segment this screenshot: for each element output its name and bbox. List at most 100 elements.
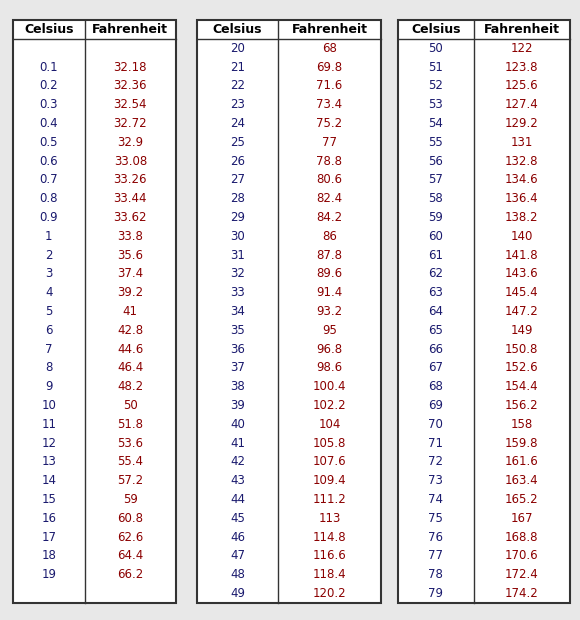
Text: 8: 8 [45,361,53,374]
Text: 30: 30 [230,230,245,243]
Text: 31: 31 [230,249,245,262]
Text: Fahrenheit: Fahrenheit [92,23,168,36]
Text: Fahrenheit: Fahrenheit [484,23,560,36]
Text: 136.4: 136.4 [505,192,539,205]
Text: 77: 77 [429,549,443,562]
Text: 44: 44 [230,493,245,506]
Text: 105.8: 105.8 [313,436,346,450]
Text: 62: 62 [429,267,443,280]
Text: 43: 43 [230,474,245,487]
Text: 0.9: 0.9 [39,211,58,224]
Text: 154.4: 154.4 [505,380,539,393]
Text: 77: 77 [322,136,337,149]
Text: 33: 33 [230,286,245,299]
Text: 46.4: 46.4 [117,361,143,374]
Text: Celsius: Celsius [24,23,74,36]
Text: 6: 6 [45,324,53,337]
Text: 32.9: 32.9 [117,136,143,149]
Text: 170.6: 170.6 [505,549,539,562]
Text: 50: 50 [429,42,443,55]
Text: 66.2: 66.2 [117,569,143,582]
Text: 0.6: 0.6 [39,154,58,167]
Text: 73: 73 [429,474,443,487]
Text: 87.8: 87.8 [317,249,342,262]
Text: Celsius: Celsius [213,23,262,36]
Text: 42: 42 [230,456,245,469]
Text: 15: 15 [41,493,56,506]
Text: 11: 11 [41,418,56,431]
Text: 0.5: 0.5 [39,136,58,149]
Text: 82.4: 82.4 [317,192,343,205]
Text: 113: 113 [318,512,340,525]
Bar [197,20,381,603]
Text: 138.2: 138.2 [505,211,539,224]
Text: 56: 56 [429,154,443,167]
Text: 58: 58 [429,192,443,205]
Text: 53.6: 53.6 [117,436,143,450]
Text: 54: 54 [429,117,443,130]
Text: 52: 52 [429,79,443,92]
Text: 132.8: 132.8 [505,154,539,167]
Text: 19: 19 [41,569,56,582]
Text: 0.7: 0.7 [39,174,58,187]
Text: 129.2: 129.2 [505,117,539,130]
Text: 156.2: 156.2 [505,399,539,412]
Text: 41: 41 [230,436,245,450]
Text: 70: 70 [429,418,443,431]
Text: 93.2: 93.2 [317,305,343,318]
Text: 149: 149 [510,324,533,337]
Text: 47: 47 [230,549,245,562]
Text: 76: 76 [429,531,443,544]
Text: 7: 7 [45,343,53,356]
Text: 62.6: 62.6 [117,531,143,544]
Text: 40: 40 [230,418,245,431]
Text: 109.4: 109.4 [313,474,346,487]
Text: 59: 59 [429,211,443,224]
Text: 78.8: 78.8 [317,154,342,167]
Text: 74: 74 [429,493,443,506]
Text: 14: 14 [41,474,56,487]
Text: 57: 57 [429,174,443,187]
Text: 37.4: 37.4 [117,267,143,280]
Text: 61: 61 [429,249,443,262]
Text: 60.8: 60.8 [117,512,143,525]
Text: 12: 12 [41,436,56,450]
Text: 32.54: 32.54 [114,98,147,111]
Text: 118.4: 118.4 [313,569,346,582]
Text: 150.8: 150.8 [505,343,538,356]
Text: 4: 4 [45,286,53,299]
Text: 80.6: 80.6 [317,174,342,187]
Text: 167: 167 [510,512,533,525]
Text: 79: 79 [429,587,443,600]
Text: 33.26: 33.26 [114,174,147,187]
Text: 100.4: 100.4 [313,380,346,393]
Text: 95: 95 [322,324,337,337]
Text: 69.8: 69.8 [317,61,343,74]
Text: 49: 49 [230,587,245,600]
Text: 68: 68 [322,42,337,55]
Text: 86: 86 [322,230,337,243]
Text: 18: 18 [41,549,56,562]
Text: 168.8: 168.8 [505,531,539,544]
Text: 33.62: 33.62 [114,211,147,224]
Text: 41: 41 [123,305,138,318]
Text: 140: 140 [510,230,533,243]
Text: 2: 2 [45,249,53,262]
Text: 96.8: 96.8 [317,343,343,356]
Text: 73.4: 73.4 [317,98,343,111]
Text: 39.2: 39.2 [117,286,143,299]
Text: 42.8: 42.8 [117,324,143,337]
Text: 134.6: 134.6 [505,174,539,187]
Text: 50: 50 [123,399,137,412]
Text: 125.6: 125.6 [505,79,539,92]
Text: 33.44: 33.44 [114,192,147,205]
Text: 26: 26 [230,154,245,167]
Text: 116.6: 116.6 [313,549,346,562]
Text: 123.8: 123.8 [505,61,539,74]
Text: 59: 59 [123,493,138,506]
Text: 147.2: 147.2 [505,305,539,318]
Text: 163.4: 163.4 [505,474,539,487]
Text: 72: 72 [429,456,443,469]
Text: 158: 158 [511,418,533,431]
Text: 27: 27 [230,174,245,187]
